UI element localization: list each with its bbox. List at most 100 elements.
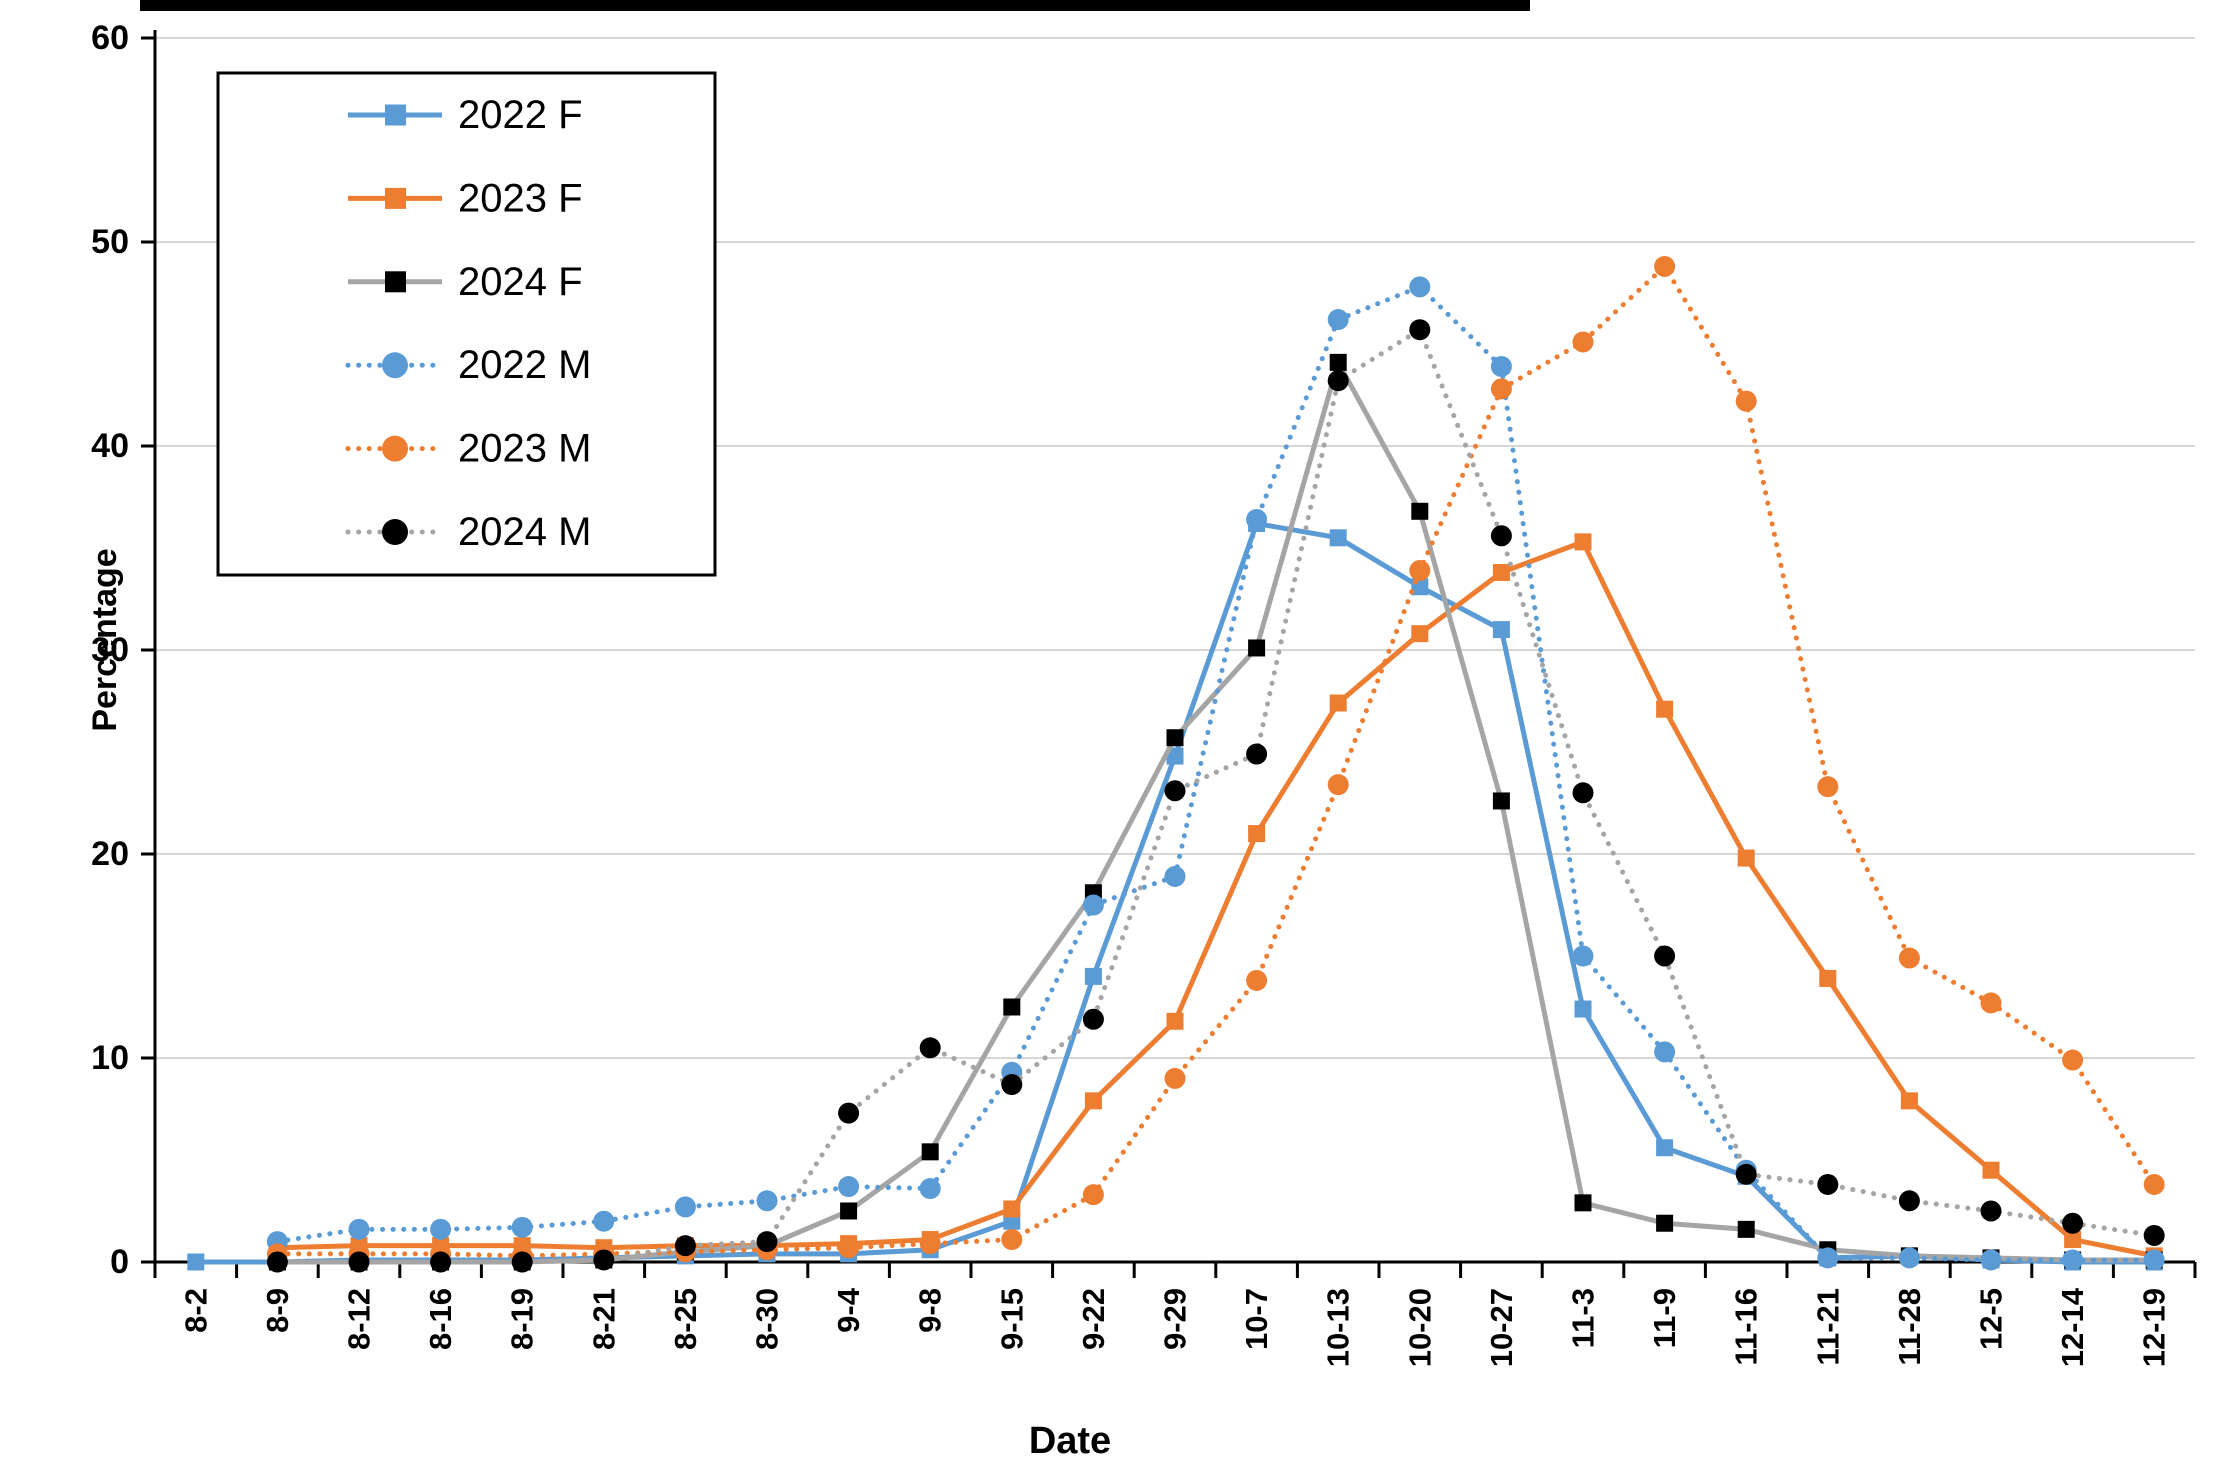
data-point xyxy=(1411,502,1429,520)
y-tick-label: 30 xyxy=(91,631,129,669)
series-2022-M xyxy=(266,276,2165,1271)
data-point xyxy=(1737,1220,1755,1238)
data-point xyxy=(1572,945,1594,967)
legend-entry-2022-F: 2022 F xyxy=(348,93,583,137)
x-tick-label: 9-29 xyxy=(1158,1288,1193,1350)
data-point xyxy=(1329,694,1347,712)
data-point xyxy=(1735,1163,1757,1185)
data-point xyxy=(1982,1161,2000,1179)
x-tick-label: 11-3 xyxy=(1566,1288,1601,1348)
data-point xyxy=(593,1210,615,1232)
legend-marker xyxy=(382,435,408,462)
data-point xyxy=(1980,1200,2002,1222)
x-tick-label: 8-21 xyxy=(586,1288,621,1350)
data-point xyxy=(1572,782,1594,804)
redacted-title-bar xyxy=(140,0,1530,11)
data-point xyxy=(1084,1092,1102,1110)
data-point xyxy=(1329,353,1347,371)
data-point xyxy=(1492,621,1510,639)
data-point xyxy=(266,1251,288,1273)
x-tick-label: 12-5 xyxy=(1974,1288,2009,1350)
data-point xyxy=(1327,370,1349,392)
data-point xyxy=(919,1037,941,1059)
data-point xyxy=(1817,1247,1839,1269)
data-point xyxy=(1572,331,1594,353)
data-point xyxy=(2064,1231,2082,1249)
data-point xyxy=(2062,1049,2084,1071)
legend-label: 2024 F xyxy=(458,260,583,304)
x-tick-label: 8-2 xyxy=(178,1288,213,1333)
data-point xyxy=(1082,1008,1104,1030)
data-point xyxy=(1654,1041,1676,1063)
data-point xyxy=(756,1231,778,1253)
data-point xyxy=(1737,849,1755,867)
x-tick-label: 11-21 xyxy=(1810,1288,1845,1366)
data-point xyxy=(1898,1190,1920,1212)
data-point xyxy=(1409,559,1431,581)
data-point xyxy=(919,1233,941,1255)
data-point xyxy=(1492,563,1510,581)
x-tick-label: 11-28 xyxy=(1892,1288,1927,1366)
data-point xyxy=(1329,529,1347,547)
data-point xyxy=(1084,967,1102,985)
data-point xyxy=(1411,625,1429,643)
data-point xyxy=(1898,947,1920,969)
series-line xyxy=(195,520,2155,1265)
data-point xyxy=(1246,508,1268,530)
data-point xyxy=(511,1216,533,1238)
data-point xyxy=(430,1251,452,1273)
x-tick-label: 11-9 xyxy=(1647,1288,1682,1348)
legend-label: 2023 F xyxy=(458,176,583,220)
data-point xyxy=(1900,1092,1918,1110)
series-line xyxy=(274,283,2157,1263)
data-point xyxy=(1248,639,1266,657)
x-tick-label: 11-16 xyxy=(1729,1288,1764,1366)
data-point xyxy=(1574,1000,1592,1018)
data-point xyxy=(838,1237,860,1259)
data-point xyxy=(838,1102,860,1124)
x-tick-label: 9-22 xyxy=(1076,1288,1111,1350)
data-point xyxy=(1164,780,1186,802)
legend-entry-2024-F: 2024 F xyxy=(348,260,583,304)
legend-label: 2023 M xyxy=(458,427,591,471)
data-point xyxy=(1574,1194,1592,1212)
data-point xyxy=(674,1235,696,1257)
series-line xyxy=(274,326,2157,1265)
x-tick-label: 8-30 xyxy=(750,1288,785,1350)
x-tick-label: 10-20 xyxy=(1402,1288,1437,1367)
data-point xyxy=(921,1143,939,1161)
data-point xyxy=(838,1176,860,1198)
y-tick-label: 60 xyxy=(91,19,129,57)
x-tick-label: 10-13 xyxy=(1321,1288,1356,1367)
legend-label: 2022 M xyxy=(458,343,591,387)
data-point xyxy=(1819,969,1837,987)
data-point xyxy=(1001,1229,1023,1251)
data-point xyxy=(1166,729,1184,747)
data-point xyxy=(1327,309,1349,331)
data-point xyxy=(593,1249,615,1271)
data-point xyxy=(1490,355,1512,377)
data-point xyxy=(840,1202,858,1220)
data-point xyxy=(1490,378,1512,400)
data-point xyxy=(1003,1200,1021,1218)
data-point xyxy=(1246,743,1268,765)
data-point xyxy=(1409,276,1431,298)
x-tick-label: 8-9 xyxy=(260,1288,295,1333)
series-line xyxy=(277,538,2155,1259)
data-point xyxy=(1656,700,1674,718)
data-point xyxy=(1003,998,1021,1016)
legend-marker xyxy=(385,104,406,126)
x-axis-title: Date xyxy=(1028,1420,1112,1462)
data-point xyxy=(348,1218,370,1240)
x-tick-label: 10-7 xyxy=(1239,1288,1274,1350)
x-tick-label: 9-15 xyxy=(994,1288,1029,1350)
data-point xyxy=(1735,390,1757,412)
data-point xyxy=(1166,747,1184,765)
data-point xyxy=(1654,945,1676,967)
series-2024-M xyxy=(266,319,2165,1273)
data-point xyxy=(1656,1139,1674,1157)
data-point xyxy=(1164,865,1186,887)
x-tick-label: 8-12 xyxy=(342,1288,377,1350)
